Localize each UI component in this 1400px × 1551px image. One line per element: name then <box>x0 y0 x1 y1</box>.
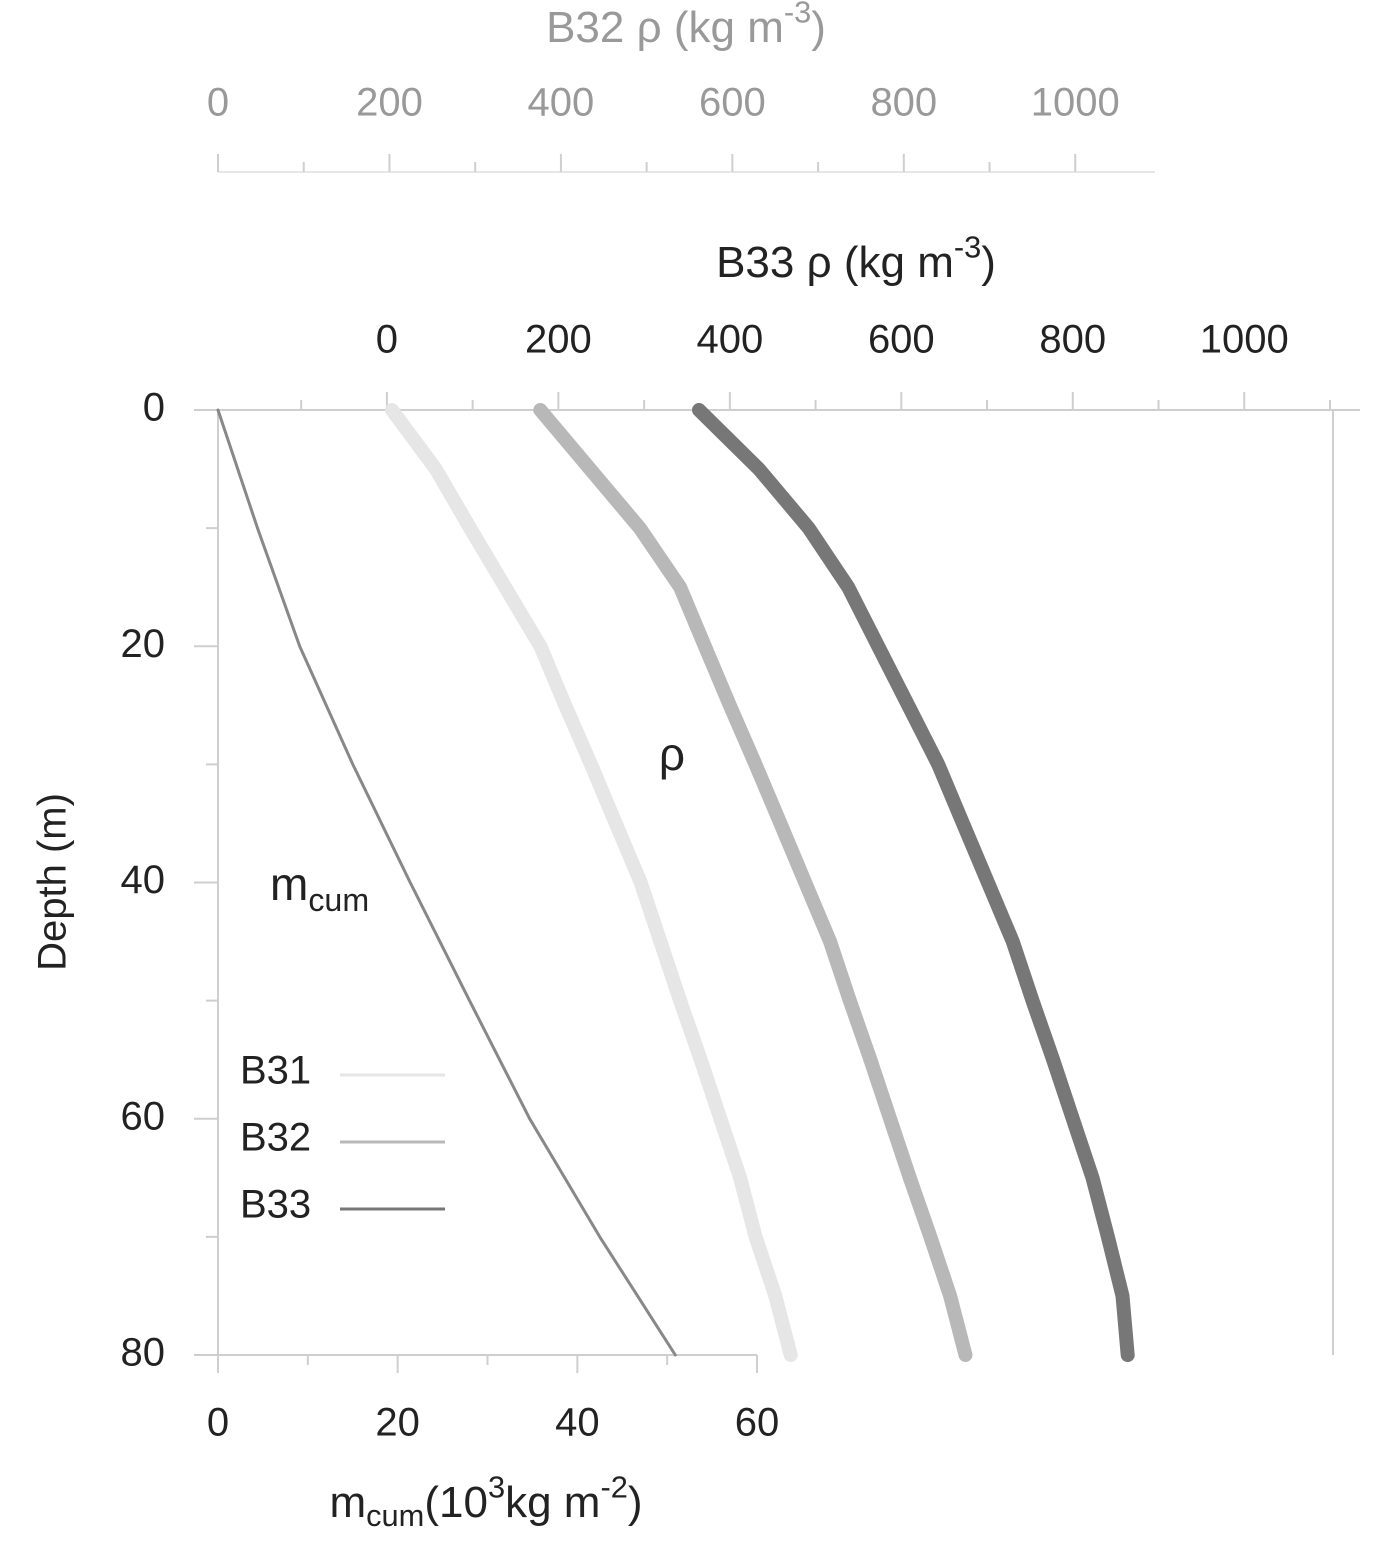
x-axis-title-part: (10 <box>424 1478 488 1527</box>
x-axis-title-part: ) <box>628 1478 643 1527</box>
x-axis-title-part: kg m <box>505 1478 600 1527</box>
density-profile <box>385 403 798 1362</box>
mcum-curve <box>216 408 677 1357</box>
x-tick-label: 200 <box>356 81 423 125</box>
x-axis-title-part: B32 ρ (kg m <box>546 3 784 52</box>
y-tick-label: 80 <box>121 1331 166 1375</box>
x-tick-label: 1000 <box>1031 81 1120 125</box>
x-axis-title-part: ) <box>811 3 826 52</box>
x-axis-title-part: -2 <box>600 1470 627 1505</box>
x-axis-title: mcum(103kg m-2) <box>330 1470 643 1534</box>
x-tick-label: 40 <box>555 1401 600 1445</box>
x-axis-title-part: m <box>330 1478 367 1527</box>
x-tick-label: 400 <box>528 81 595 125</box>
y-axis-title: Depth (m) <box>31 793 75 971</box>
y-tick-label: 40 <box>121 858 166 902</box>
density-profile <box>692 403 1135 1362</box>
legend-label: B32 <box>240 1116 311 1160</box>
x-axis-title-part: ) <box>981 238 996 287</box>
legend-label: B33 <box>240 1183 311 1227</box>
x-tick-label: 200 <box>525 318 592 362</box>
mcum-annotation-part: cum <box>308 881 369 917</box>
x-axis-title-part: 3 <box>488 1470 505 1505</box>
y-tick-label: 60 <box>121 1094 166 1138</box>
mcum-annotation: mcum <box>270 858 369 917</box>
x-tick-label: 0 <box>376 318 398 362</box>
x-axis-title-part: B33 ρ (kg m <box>716 238 954 287</box>
x-tick-label: 600 <box>699 81 766 125</box>
rho-annotation: ρ <box>659 728 685 780</box>
x-tick-label: 20 <box>375 1401 420 1445</box>
x-tick-label: 60 <box>735 1401 780 1445</box>
x-axis-title: B33 ρ (kg m-3) <box>716 230 996 287</box>
x-axis-title-part: -3 <box>784 0 811 30</box>
x-tick-label: 0 <box>207 1401 229 1445</box>
x-axis-title-part: -3 <box>954 230 981 265</box>
x-tick-label: 400 <box>696 318 763 362</box>
y-tick-label: 0 <box>143 386 165 430</box>
density-profile <box>533 403 973 1362</box>
x-tick-label: 1000 <box>1200 318 1289 362</box>
x-axis-title-part: cum <box>366 1498 424 1533</box>
x-tick-label: 800 <box>870 81 937 125</box>
y-tick-label: 20 <box>121 622 166 666</box>
x-tick-label: 800 <box>1039 318 1106 362</box>
x-tick-label: 0 <box>207 81 229 125</box>
mcum-annotation-part: m <box>270 858 308 910</box>
x-tick-label: 600 <box>868 318 935 362</box>
x-axis-title: B32 ρ (kg m-3) <box>546 0 826 52</box>
legend-label: B31 <box>240 1049 311 1093</box>
